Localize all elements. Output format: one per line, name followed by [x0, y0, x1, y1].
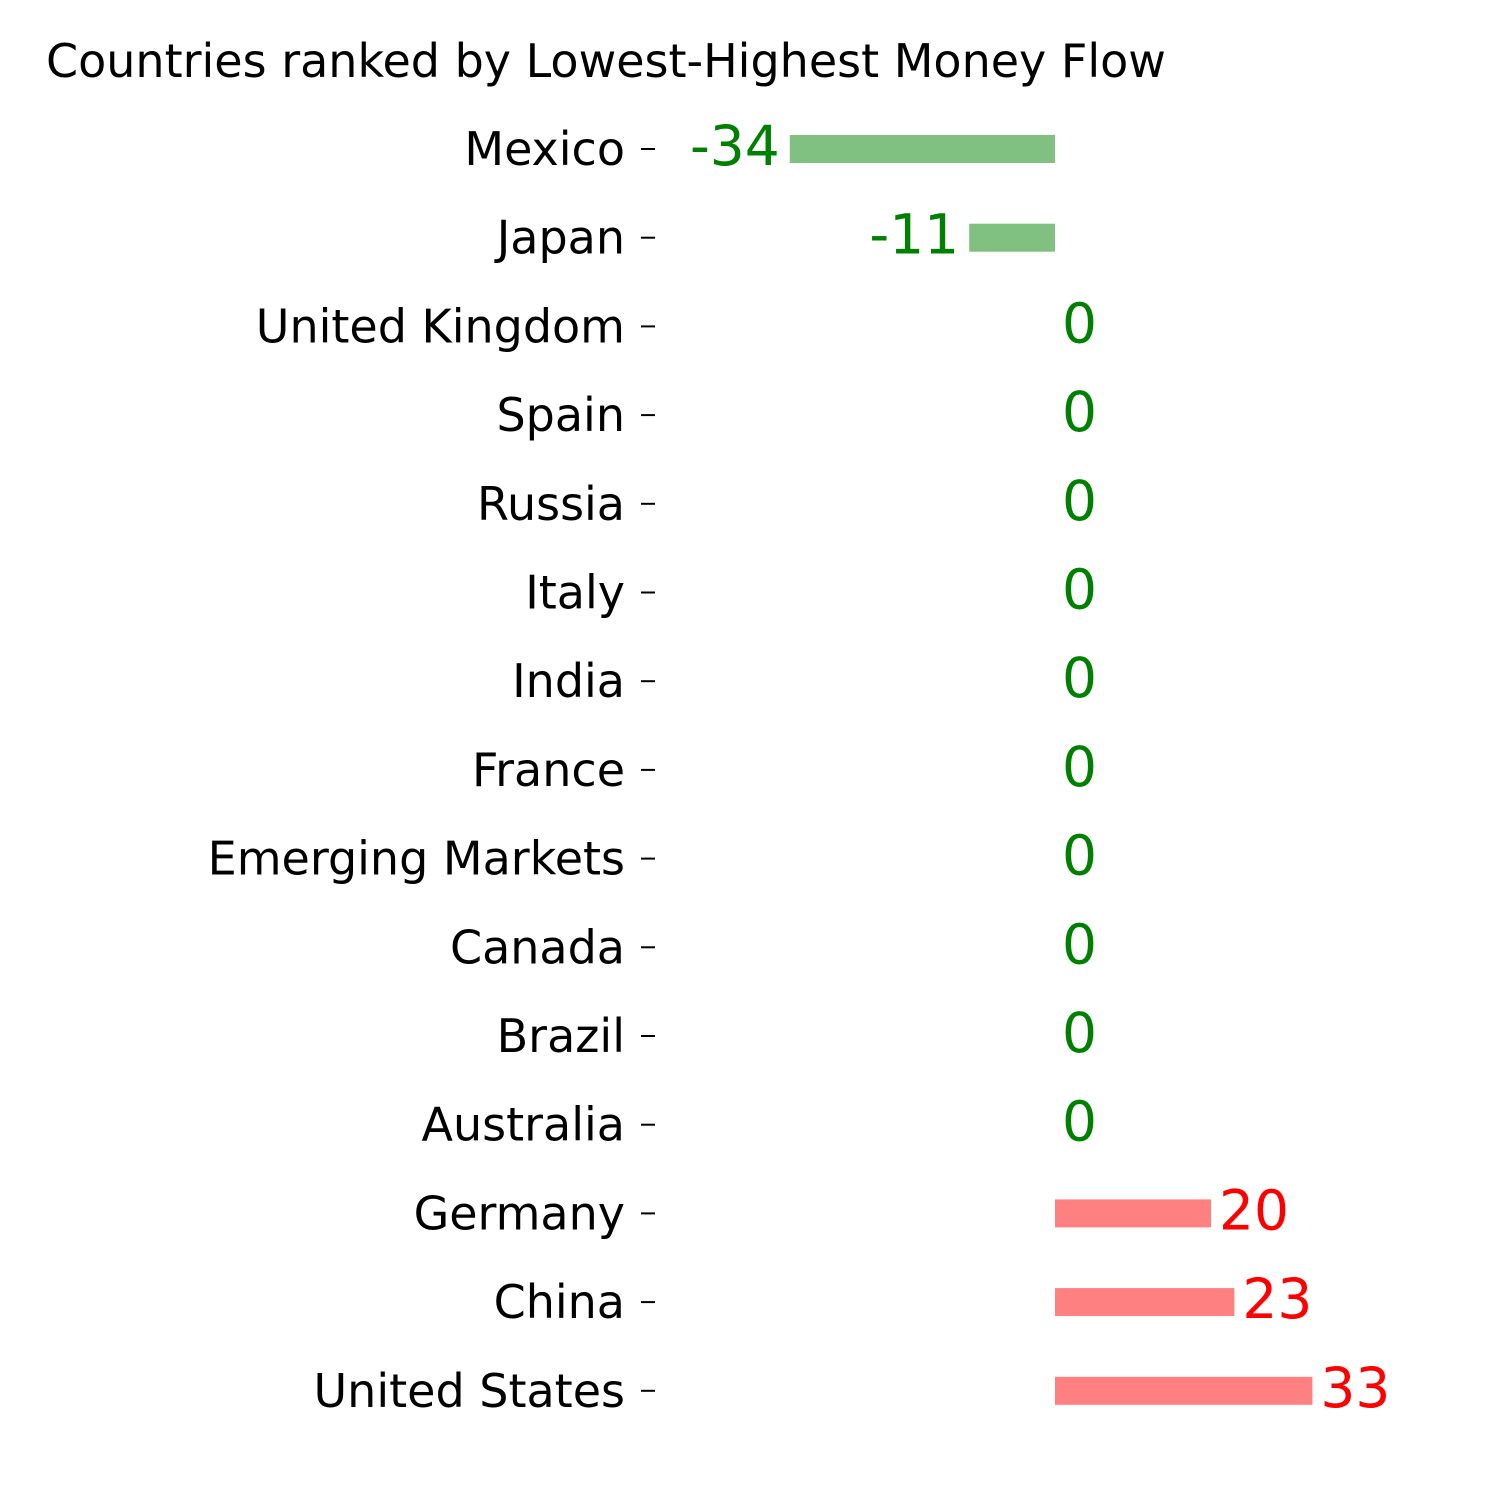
data-label-italy: 0 — [1062, 558, 1097, 622]
y-tick-label-emerging-markets: Emerging Markets — [208, 832, 625, 886]
bar-mexico — [789, 135, 1055, 163]
data-label-france: 0 — [1062, 735, 1097, 799]
data-label-mexico: -34 — [690, 114, 780, 178]
chart-title: Countries ranked by Lowest-Highest Money… — [46, 34, 1166, 88]
data-label-india: 0 — [1062, 646, 1097, 710]
data-label-australia: 0 — [1062, 1090, 1097, 1154]
y-tick-label-germany: Germany — [414, 1186, 625, 1240]
y-tick-label-italy: Italy — [525, 566, 625, 620]
y-tick-label-china: China — [494, 1275, 625, 1329]
y-tick-label-japan: Japan — [494, 211, 625, 265]
data-label-russia: 0 — [1062, 469, 1097, 533]
data-label-united-kingdom: 0 — [1062, 291, 1097, 355]
data-label-japan: -11 — [869, 203, 959, 267]
y-tick-label-india: India — [512, 654, 625, 708]
y-axis: Mexico Japan United Kingdom Spain Russia Ital… — [208, 122, 655, 1418]
bar-germany — [1055, 1199, 1211, 1228]
y-tick-label-canada: Canada — [450, 920, 625, 974]
bar-china — [1055, 1288, 1235, 1317]
y-tick-label-mexico: Mexico — [464, 122, 625, 176]
data-label-united-states: 33 — [1320, 1356, 1390, 1420]
data-label-china: 23 — [1242, 1267, 1312, 1331]
y-tick-label-australia: Australia — [422, 1098, 625, 1152]
y-tick-label-united-kingdom: United Kingdom — [256, 299, 625, 353]
y-tick-label-russia: Russia — [477, 477, 625, 531]
bar-united-states — [1055, 1376, 1313, 1405]
data-label-germany: 20 — [1219, 1178, 1289, 1242]
y-tick-label-united-states: United States — [314, 1364, 626, 1418]
y-tick-label-spain: Spain — [496, 388, 625, 442]
data-label-emerging-markets: 0 — [1062, 824, 1097, 888]
data-label-canada: 0 — [1062, 912, 1097, 976]
bars — [789, 135, 1313, 1405]
y-tick-label-france: France — [472, 743, 625, 797]
data-label-brazil: 0 — [1062, 1001, 1097, 1065]
y-tick-label-brazil: Brazil — [497, 1009, 625, 1063]
data-label-spain: 0 — [1062, 380, 1097, 444]
bar-japan — [969, 223, 1055, 252]
